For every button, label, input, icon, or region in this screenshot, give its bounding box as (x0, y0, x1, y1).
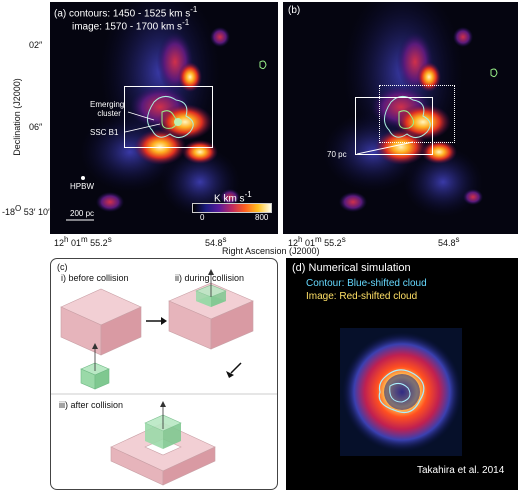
panel-b-zoom-box (355, 97, 433, 155)
y-tick-02: 02″ (29, 40, 43, 50)
emerging-cluster-label-2: cluster (97, 109, 121, 118)
panel-c-label: (c) (57, 262, 68, 272)
hpbw-label: HPBW (70, 182, 94, 191)
panel-d-credit: Takahira et al. 2014 (417, 465, 505, 476)
panel-b-scale-label: 70 pc (327, 150, 347, 159)
y-axis-label: Declination (J2000) (12, 78, 22, 156)
panel-a-image: (a) contours: 1450 - 1525 km s-1 image: … (50, 2, 278, 234)
step-before-collision: i) before collision (61, 273, 129, 283)
panel-a-image-range: image: 1570 - 1700 km s (72, 21, 183, 33)
x-tick-a-left: 12h 01m 55.2s (54, 235, 112, 248)
panel-c-drawing (51, 269, 277, 486)
panel-a-zoom-box (124, 86, 213, 148)
colorbar-title-sup: -1 (244, 190, 252, 199)
panel-b-dotted-box (379, 85, 455, 143)
cube-large-before (60, 288, 142, 356)
cube-during (168, 269, 254, 350)
y-tick-10: -18O 53′ 10″ (2, 204, 52, 217)
x-tick-b-right: 54.8s (438, 235, 460, 248)
panel-a-contour (147, 96, 194, 138)
colorbar-title: K km s (214, 193, 245, 205)
panel-d-simulation: (d) Numerical simulation Contour: Blue-s… (286, 258, 518, 490)
simulation-map (340, 328, 462, 456)
cube-small-before (80, 343, 110, 390)
cube-after (110, 401, 216, 486)
y-tick-06: 06″ (29, 122, 43, 132)
panel-b-image: (b) 70 pc (283, 2, 518, 234)
panel-c-collision-schematic: (c) i) before collision ii) during colli… (50, 258, 278, 490)
panel-b-label: (b) (288, 5, 301, 16)
x-axis-label: Right Ascension (J2000) (222, 246, 320, 256)
panel-a-contour-unit-sup: -1 (190, 5, 198, 14)
colorbar (192, 203, 272, 213)
panel-a-label: (a) (54, 8, 67, 20)
emerging-cluster-label-1: Emerging (90, 100, 125, 109)
simulation-contour (378, 369, 425, 413)
colorbar-max: 800 (255, 213, 269, 222)
panel-a-scalebar-label: 200 pc (70, 209, 95, 218)
ssc-b1-label: SSC B1 (90, 128, 119, 137)
panel-b-contour (384, 96, 431, 138)
step-after-collision: iii) after collision (59, 400, 124, 410)
panel-d-title: Numerical simulation (308, 262, 411, 274)
panel-a-emission-map (66, 2, 267, 221)
panel-a-contour-range: contours: 1450 - 1525 km s (69, 8, 191, 20)
panel-a-image-unit-sup: -1 (182, 18, 190, 27)
panel-d-contour-legend: Contour: Blue-shifted cloud (306, 278, 427, 289)
x-tick-b-left: 12h 01m 55.2s (288, 235, 346, 248)
panel-b-emission-map (323, 2, 498, 217)
x-tick-a-right: 54.8s (205, 235, 227, 248)
panel-d-image-legend: Image: Red-shifted cloud (306, 291, 418, 302)
colorbar-min: 0 (200, 213, 205, 222)
panel-d-label: (d) (292, 262, 306, 274)
step-during-collision: ii) during collision (175, 273, 245, 283)
